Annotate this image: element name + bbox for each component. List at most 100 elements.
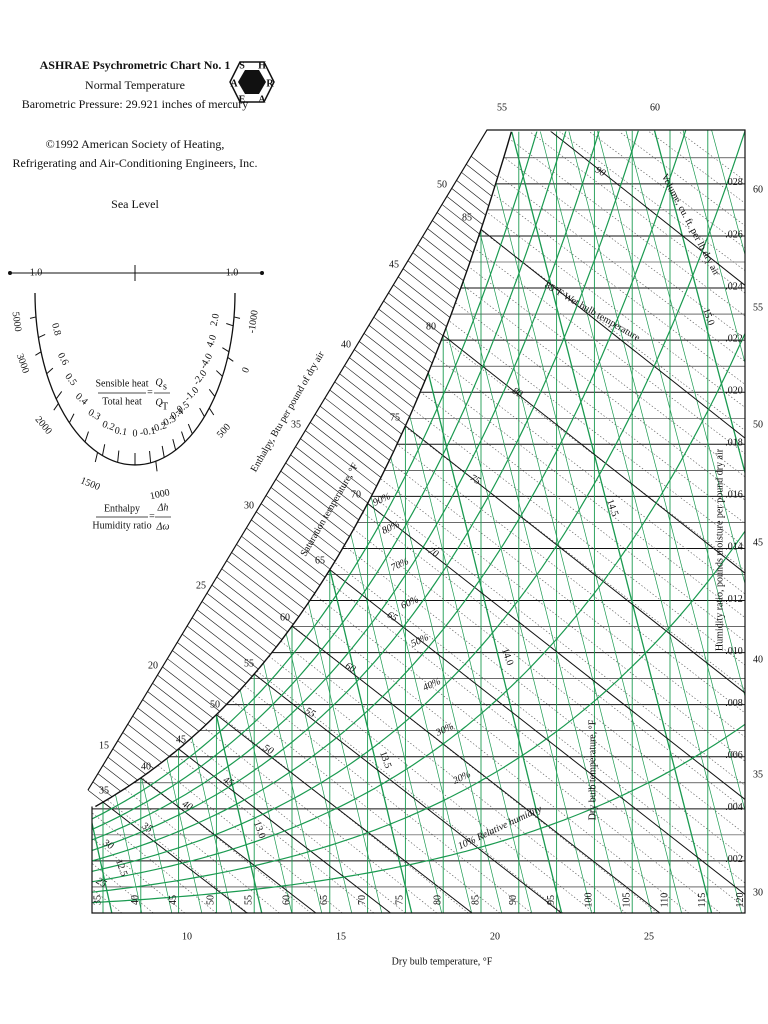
rh-curve (92, 130, 641, 860)
inner-label: 4.0 (205, 333, 220, 349)
volume-line (561, 130, 745, 913)
protractor-tick (161, 445, 165, 458)
formula-text: Q (155, 397, 163, 408)
volume-line (333, 130, 532, 913)
volume-line (190, 130, 383, 913)
wet-bulb-label: 50 (261, 743, 275, 758)
copyright: Refrigerating and Air-Conditioning Engin… (12, 156, 257, 170)
dry-bulb-label: 110 (659, 893, 670, 908)
formula-text: Total heat (102, 396, 142, 407)
outer-label: 3000 (14, 352, 31, 375)
humidity-ratio-label: .026 (725, 229, 743, 240)
protractor-tick (94, 452, 99, 463)
location: Sea Level (111, 197, 159, 211)
pressure: Barometric Pressure: 29.921 inches of me… (22, 97, 249, 111)
humidity-ratio-label: .008 (725, 698, 743, 709)
logo (229, 61, 275, 103)
volume-line (447, 130, 652, 913)
enthalpy-hatch (142, 699, 192, 738)
wet-bulb-line (442, 334, 745, 913)
inner-label: 0.1 (114, 425, 128, 438)
wet-bulb-label: 75 (468, 473, 482, 488)
saturation-label: 50 (210, 699, 220, 710)
outer-label: 0 (240, 366, 252, 375)
protractor-tick (172, 439, 177, 451)
bottom-enthalpy-label: 20 (490, 931, 500, 942)
inner-label: 0.8 (49, 322, 63, 337)
wet-bulb-line (291, 625, 661, 913)
top-enthalpy-label: 60 (650, 102, 660, 113)
enthalpy-hatch (186, 625, 253, 677)
protractor-tick (199, 407, 205, 417)
enthalpy-hatch (246, 527, 321, 586)
logo-letter: A (258, 94, 266, 105)
wet-bulb-label: 40 (180, 799, 194, 814)
enthalpy-hatch (241, 535, 315, 594)
humidity-ratio-label: .012 (725, 594, 743, 605)
humidity-ratio-label: .016 (725, 490, 743, 501)
volume-line (504, 130, 713, 913)
enthalpy-hatch (461, 172, 492, 197)
inner-label: 0.2 (101, 419, 116, 433)
protractor-tick (226, 323, 234, 327)
enthalpy-hatch (339, 373, 406, 426)
enthalpy-hatch (127, 724, 170, 757)
protractor-tick (187, 423, 193, 435)
wet-bulb-label: 45 (221, 775, 235, 790)
outer-label: 500 (215, 422, 233, 441)
protractor-tick (46, 367, 54, 375)
enthalpy-hatch (310, 422, 382, 478)
axis-title: Saturation temperature, °F (299, 461, 362, 559)
enthalpy-line (92, 131, 690, 913)
saturation-label: 45 (176, 734, 186, 745)
enthalpy-hatch (407, 260, 457, 300)
saturation-label: 35 (99, 785, 109, 796)
saturation-label: 80 (426, 321, 436, 332)
volume-label: 13.5 (377, 750, 393, 770)
enthalpy-line (470, 131, 745, 913)
dry-bulb-label: 120 (735, 893, 746, 908)
title: ASHRAE Psychrometric Chart No. 1 (40, 58, 231, 72)
inner-label: 0.4 (73, 391, 90, 408)
protractor-tick (149, 450, 152, 463)
formula-text: = (147, 387, 153, 398)
enthalpy-hatch (162, 666, 220, 712)
enthalpy-hatch (201, 601, 271, 655)
humidity-ratio-label: .002 (725, 854, 743, 865)
protractor-tick (227, 357, 234, 362)
protractor-tick (215, 370, 223, 377)
dry-bulb-label: 70 (357, 895, 368, 905)
enthalpy-hatch (117, 740, 154, 769)
dry-bulb-label: 65 (319, 895, 330, 905)
enthalpy-hatch (107, 756, 138, 781)
enthalpy-hatch (87, 789, 104, 803)
logo-letter: R (266, 78, 274, 89)
dry-bulb-label: 100 (584, 893, 595, 908)
volume-line (533, 130, 742, 913)
enthalpy-hatch (388, 292, 444, 337)
inner-label: 2.0 (209, 313, 222, 327)
enthalpy-hatch (334, 381, 402, 435)
saturation-label: 55 (244, 658, 254, 669)
enthalpy-scale-label: 15 (99, 740, 109, 751)
enthalpy-hatch (378, 308, 437, 355)
protractor-end (8, 271, 12, 275)
enthalpy-line (92, 131, 745, 913)
wet-bulb-label: 30 (100, 837, 115, 852)
enthalpy-scale-label: 40 (341, 339, 351, 350)
enthalpy-scale-label: 35 (291, 419, 301, 430)
bottom-enthalpy-label: 15 (336, 931, 346, 942)
enthalpy-line (0, 132, 90, 913)
outer-label: 1500 (79, 475, 102, 493)
formula-text: Humidity ratio (92, 520, 151, 531)
right-saturation-label: 30 (753, 887, 763, 898)
enthalpy-hatch (216, 576, 288, 633)
protractor-tick (38, 333, 46, 338)
rh-curve (92, 130, 603, 851)
axis-title: Humidity ratio, pounds moisture per poun… (714, 448, 725, 651)
axis-title: Dry bulb temperature, °F (587, 719, 598, 820)
enthalpy-hatch (191, 617, 259, 670)
end-label: 1.0 (226, 267, 239, 278)
protractor-tick (101, 444, 106, 456)
enthalpy-hatch (344, 365, 410, 417)
